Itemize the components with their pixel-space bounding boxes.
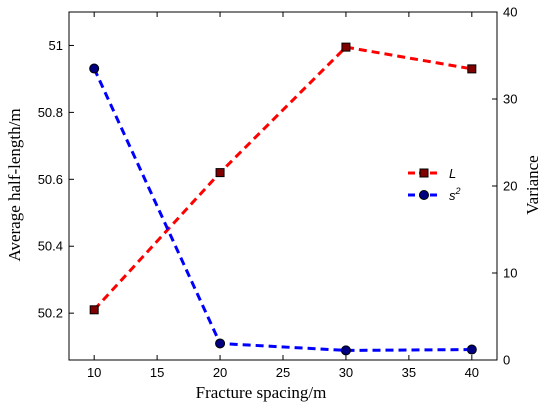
y2-axis-title: Variance: [523, 155, 542, 214]
series-line-L: [93, 45, 473, 311]
data-point-s2: [89, 63, 100, 74]
legend-label-L: L: [449, 166, 456, 181]
data-point-L: [341, 42, 351, 52]
x-tick-label: 40: [465, 365, 479, 380]
data-point-L: [215, 168, 225, 178]
y2-tick-label: 40: [503, 5, 517, 20]
y2-tick-label: 0: [503, 353, 510, 368]
plot-frame: [68, 11, 498, 361]
legend-label-s2: s2: [449, 186, 461, 203]
data-point-L: [467, 64, 477, 74]
data-point-s2: [340, 345, 351, 356]
x-tick-label: 35: [402, 365, 416, 380]
data-point-s2: [466, 344, 477, 355]
plot-frame-rect: [68, 11, 498, 361]
y-tick-label: 50.8: [38, 105, 63, 120]
y2-tick-label: 10: [503, 266, 517, 281]
y-axis-title: Average half-length/m: [5, 108, 24, 261]
legend: L s2: [408, 166, 461, 203]
y-tick-label: 50.2: [38, 306, 63, 321]
x-tick-label: 30: [339, 365, 353, 380]
legend-label-s2-base: s: [449, 188, 456, 203]
y-axis-left: 50.2 50.4 50.6 50.8 51: [38, 38, 74, 321]
y-tick-label: 50.4: [38, 239, 63, 254]
y2-tick-label: 20: [503, 179, 517, 194]
data-point-L: [89, 305, 99, 315]
data-point-s2: [215, 338, 226, 349]
y2-tick-label: 30: [503, 92, 517, 107]
x-tick-label: 15: [150, 365, 164, 380]
legend-marker-s2: [419, 190, 429, 200]
series-layer: [89, 42, 477, 356]
x-tick-label: 10: [87, 365, 101, 380]
x-tick-label: 20: [213, 365, 227, 380]
y-tick-label: 50.6: [38, 172, 63, 187]
legend-label-s2-sup: 2: [455, 186, 461, 196]
y-axis-right: 0 10 20 30 40: [492, 5, 517, 368]
x-axis-title: Fracture spacing/m: [196, 383, 327, 402]
legend-marker-L: [419, 168, 429, 178]
y-tick-label: 51: [49, 38, 63, 53]
series-line-s2: [92, 67, 472, 352]
x-axis: 10 15 20 25 30 35 40: [87, 12, 479, 380]
x-tick-label: 25: [276, 365, 290, 380]
